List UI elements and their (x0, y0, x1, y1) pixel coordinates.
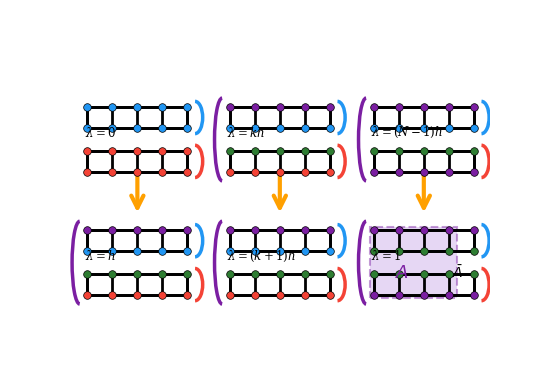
Text: $\bar{A}$: $\bar{A}$ (452, 265, 464, 282)
Text: $\lambda = h$: $\lambda = h$ (85, 249, 116, 263)
Text: $\lambda = (N-1)h$: $\lambda = (N-1)h$ (371, 125, 443, 141)
Bar (230, 151, 330, 172)
Text: $\lambda = 0$: $\lambda = 0$ (85, 126, 116, 140)
Text: $\lambda = (k+1)h$: $\lambda = (k+1)h$ (228, 249, 296, 264)
Bar (374, 151, 474, 172)
Text: $\lambda = kh$: $\lambda = kh$ (228, 126, 265, 140)
Text: $\lambda = 1$: $\lambda = 1$ (371, 249, 401, 263)
Bar (87, 230, 187, 252)
Bar (374, 230, 474, 252)
Text: A: A (396, 264, 408, 282)
Bar (230, 274, 330, 296)
Bar (87, 274, 187, 296)
FancyBboxPatch shape (370, 227, 457, 299)
Bar (230, 230, 330, 252)
Bar (374, 107, 474, 128)
Bar (87, 151, 187, 172)
Bar (374, 274, 474, 296)
Bar (87, 107, 187, 128)
Bar (230, 107, 330, 128)
